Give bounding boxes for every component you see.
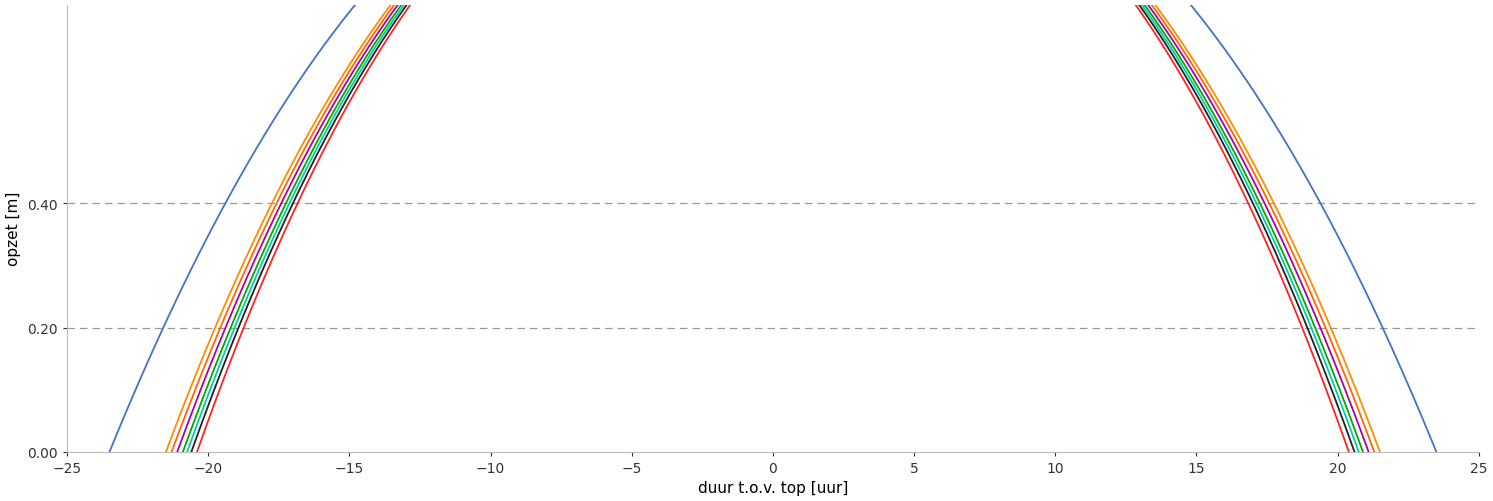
Y-axis label: opzet [m]: opzet [m] (6, 192, 21, 266)
X-axis label: duur t.o.v. top [uur]: duur t.o.v. top [uur] (697, 480, 848, 495)
